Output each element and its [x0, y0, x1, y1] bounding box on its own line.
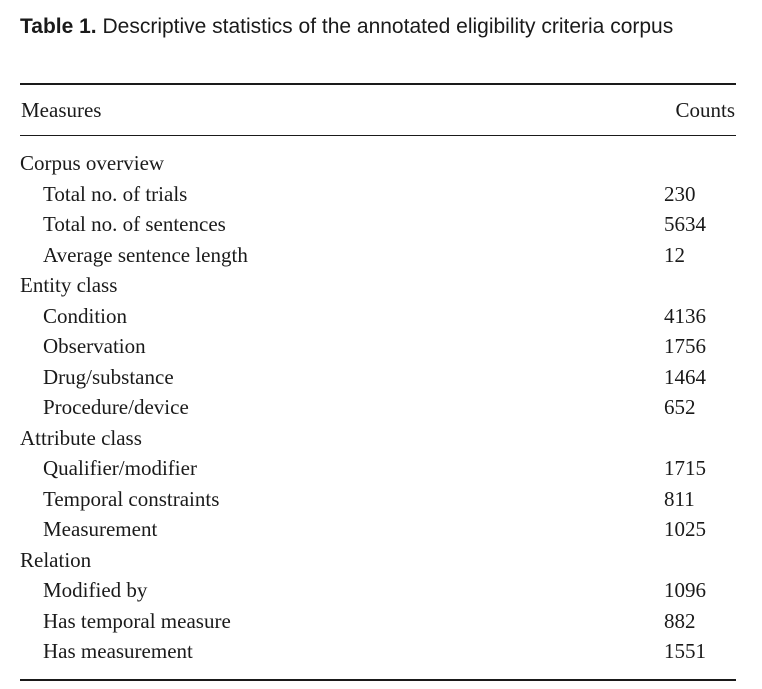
measure-name: Modified by: [43, 578, 148, 602]
column-header-measures: Measures: [21, 98, 102, 122]
table-row: Total no. of sentences 5634: [20, 209, 736, 240]
count-value: 12: [664, 242, 685, 267]
count-value: 5634: [664, 212, 706, 236]
count-value: 4136: [664, 303, 706, 328]
measure-name: Condition: [43, 303, 128, 328]
count-value: 1551: [664, 639, 706, 663]
group-label: Entity class: [20, 273, 118, 297]
count-value: 1096: [664, 578, 706, 602]
header-rule: [20, 135, 736, 136]
measure-name: Qualifier/modifier: [43, 456, 197, 480]
table-label: Table 1.: [20, 15, 97, 38]
measure-name: Procedure/device: [43, 395, 189, 419]
count-value: 1756: [664, 334, 706, 358]
measure-name: Drug/substance: [43, 364, 174, 389]
table-body: Corpus overview Total no. of trials 230 Tot…: [20, 148, 736, 667]
count-value: 1715: [664, 456, 706, 480]
table-row: Observation 1756: [20, 331, 736, 362]
table-row: Average sentence length 12: [20, 240, 736, 271]
count-value: 652: [664, 395, 696, 419]
count-value: 811: [664, 486, 695, 511]
table-row: Condition 4136: [20, 301, 736, 332]
table-row: Total no. of trials 230: [20, 179, 736, 210]
count-value: 882: [664, 608, 696, 633]
caption-text: Descriptive statistics of the annotated …: [96, 15, 674, 38]
table-row: Has measurement 1551: [20, 636, 736, 667]
group-label: Relation: [20, 547, 92, 572]
count-value: 1464: [664, 364, 706, 389]
count-value: 1025: [664, 517, 706, 541]
measure-name: Has temporal measure: [43, 608, 231, 633]
table-group-row: Attribute class: [20, 423, 736, 454]
table-row: Measurement 1025: [20, 514, 736, 545]
measure-name: Has measurement: [43, 639, 193, 663]
measure-name: Average sentence length: [43, 242, 248, 267]
measure-name: Temporal constraints: [43, 486, 220, 511]
measure-name: Measurement: [43, 517, 158, 541]
top-rule: [20, 83, 736, 85]
table-caption: Table 1. Descriptive statistics of the a…: [20, 12, 736, 42]
table-group-row: Relation: [20, 545, 736, 576]
table-row: Has temporal measure 882: [20, 606, 736, 637]
measure-name: Total no. of trials: [43, 181, 188, 206]
bottom-rule: [20, 679, 736, 681]
table-row: Temporal constraints 811: [20, 484, 736, 515]
group-label: Attribute class: [20, 425, 142, 450]
table-group-row: Corpus overview: [20, 148, 736, 179]
table-row: Modified by 1096: [20, 575, 736, 606]
measure-name: Observation: [43, 334, 146, 358]
table-row: Procedure/device 652: [20, 392, 736, 423]
measure-name: Total no. of sentences: [43, 212, 226, 236]
table-row: Qualifier/modifier 1715: [20, 453, 736, 484]
table-group-row: Entity class: [20, 270, 736, 301]
table-row: Drug/substance 1464: [20, 362, 736, 393]
column-header-counts: Counts: [675, 98, 735, 122]
count-value: 230: [664, 181, 696, 206]
group-label: Corpus overview: [20, 151, 165, 175]
